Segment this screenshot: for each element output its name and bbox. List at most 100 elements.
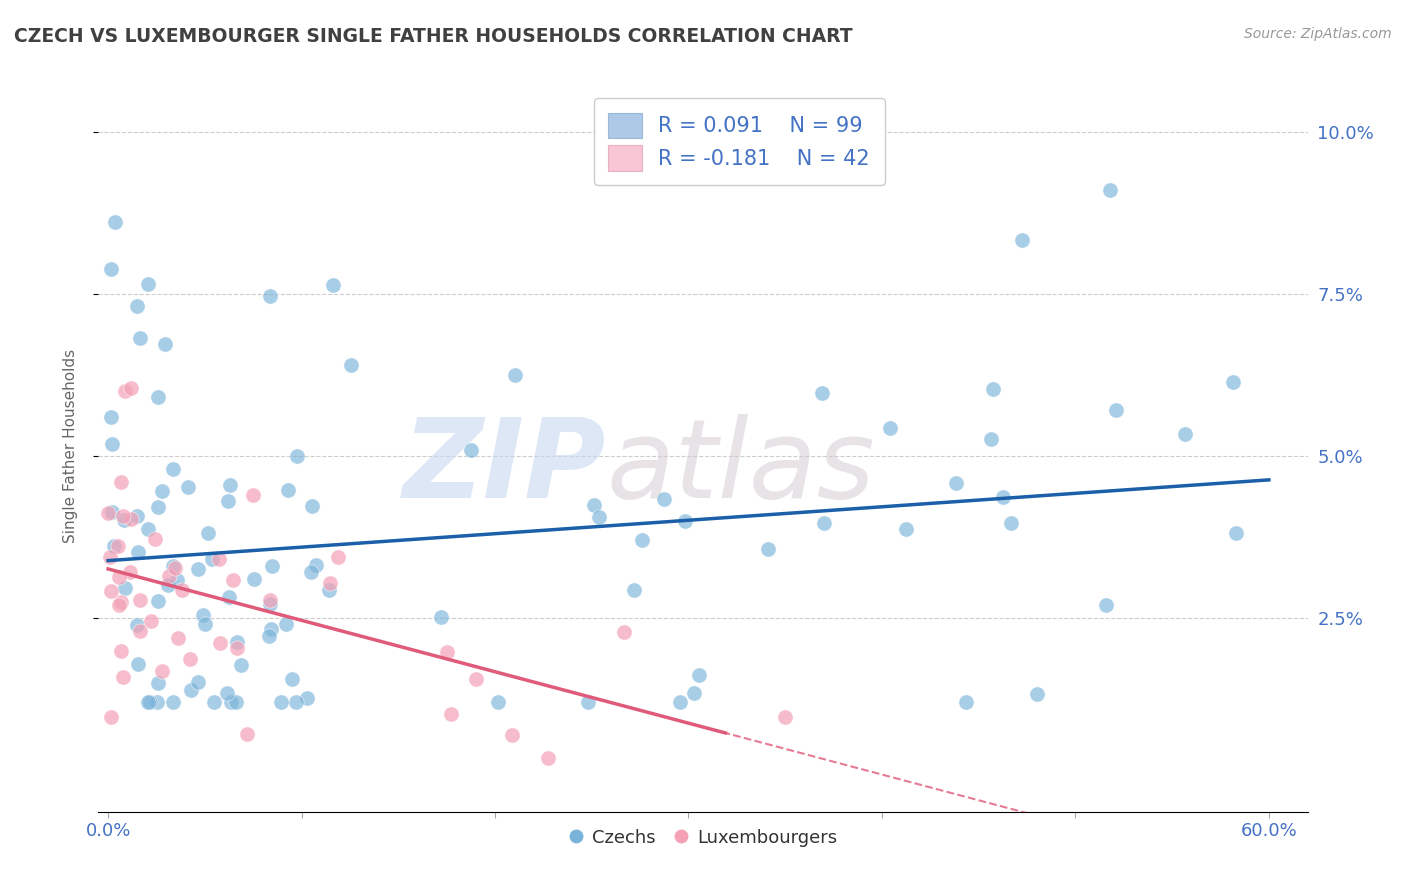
Point bbox=[163, 560, 186, 574]
Point bbox=[108, 570, 131, 584]
Point bbox=[107, 599, 129, 613]
Point bbox=[242, 572, 264, 586]
Point bbox=[229, 657, 252, 672]
Point bbox=[100, 410, 122, 425]
Point bbox=[120, 511, 142, 525]
Point bbox=[146, 390, 169, 404]
Point bbox=[127, 544, 149, 558]
Point bbox=[993, 491, 1015, 505]
Point bbox=[319, 575, 342, 590]
Point bbox=[143, 532, 166, 546]
Point bbox=[226, 640, 249, 655]
Point bbox=[756, 541, 779, 556]
Point bbox=[1099, 183, 1122, 197]
Point bbox=[464, 672, 486, 686]
Point bbox=[146, 500, 169, 514]
Point bbox=[430, 609, 453, 624]
Point bbox=[217, 686, 239, 700]
Point bbox=[100, 584, 122, 599]
Point bbox=[222, 573, 245, 587]
Point bbox=[208, 636, 231, 650]
Text: ZIP: ZIP bbox=[402, 415, 606, 522]
Point bbox=[114, 384, 136, 398]
Point bbox=[980, 432, 1002, 446]
Point bbox=[339, 358, 361, 372]
Text: Source: ZipAtlas.com: Source: ZipAtlas.com bbox=[1244, 27, 1392, 41]
Point bbox=[197, 525, 219, 540]
Point bbox=[107, 539, 129, 553]
Point bbox=[146, 593, 169, 607]
Point bbox=[162, 695, 184, 709]
Point bbox=[955, 695, 977, 709]
Point bbox=[460, 443, 482, 458]
Point bbox=[157, 578, 180, 592]
Point bbox=[162, 461, 184, 475]
Point bbox=[179, 652, 201, 666]
Point bbox=[299, 565, 322, 579]
Point bbox=[187, 562, 209, 576]
Point bbox=[1225, 525, 1247, 540]
Point bbox=[588, 510, 610, 524]
Point bbox=[262, 559, 284, 574]
Point bbox=[139, 695, 162, 709]
Point bbox=[669, 695, 692, 709]
Point bbox=[125, 618, 148, 632]
Point bbox=[623, 583, 645, 598]
Point bbox=[259, 592, 281, 607]
Text: CZECH VS LUXEMBOURGER SINGLE FATHER HOUSEHOLDS CORRELATION CHART: CZECH VS LUXEMBOURGER SINGLE FATHER HOUS… bbox=[14, 27, 852, 45]
Point bbox=[172, 582, 194, 597]
Point bbox=[120, 565, 142, 579]
Point bbox=[652, 492, 675, 507]
Point bbox=[276, 616, 298, 631]
Point bbox=[180, 683, 202, 698]
Point bbox=[259, 629, 281, 643]
Point bbox=[235, 727, 257, 741]
Point bbox=[436, 645, 458, 659]
Point bbox=[218, 591, 240, 605]
Point bbox=[110, 595, 132, 609]
Point bbox=[201, 552, 224, 566]
Text: atlas: atlas bbox=[606, 415, 875, 522]
Point bbox=[284, 695, 307, 709]
Point bbox=[112, 508, 135, 523]
Point bbox=[505, 368, 527, 383]
Point bbox=[127, 657, 149, 672]
Point bbox=[191, 607, 214, 622]
Point bbox=[202, 695, 225, 709]
Point bbox=[129, 593, 152, 607]
Point bbox=[125, 509, 148, 524]
Point bbox=[139, 614, 162, 628]
Point bbox=[157, 569, 180, 583]
Point bbox=[259, 622, 281, 636]
Point bbox=[176, 480, 198, 494]
Point bbox=[112, 513, 135, 527]
Point bbox=[103, 539, 125, 553]
Point bbox=[166, 574, 188, 588]
Point bbox=[259, 289, 281, 303]
Point bbox=[97, 507, 120, 521]
Point bbox=[811, 386, 834, 401]
Point bbox=[100, 436, 122, 450]
Point bbox=[1095, 599, 1118, 613]
Point bbox=[981, 382, 1004, 396]
Point bbox=[100, 262, 122, 277]
Point bbox=[129, 624, 152, 638]
Point bbox=[1174, 426, 1197, 441]
Point bbox=[194, 616, 217, 631]
Point bbox=[1025, 687, 1047, 701]
Point bbox=[138, 522, 160, 536]
Point bbox=[218, 477, 240, 491]
Point bbox=[281, 672, 304, 686]
Point bbox=[576, 695, 599, 709]
Point bbox=[259, 597, 281, 611]
Point bbox=[103, 215, 125, 229]
Point bbox=[318, 582, 340, 597]
Point bbox=[613, 625, 636, 640]
Point bbox=[688, 667, 710, 681]
Point bbox=[673, 514, 696, 528]
Point bbox=[322, 278, 344, 293]
Point bbox=[328, 550, 350, 565]
Point bbox=[167, 631, 190, 645]
Point bbox=[1011, 233, 1033, 247]
Point bbox=[120, 381, 142, 395]
